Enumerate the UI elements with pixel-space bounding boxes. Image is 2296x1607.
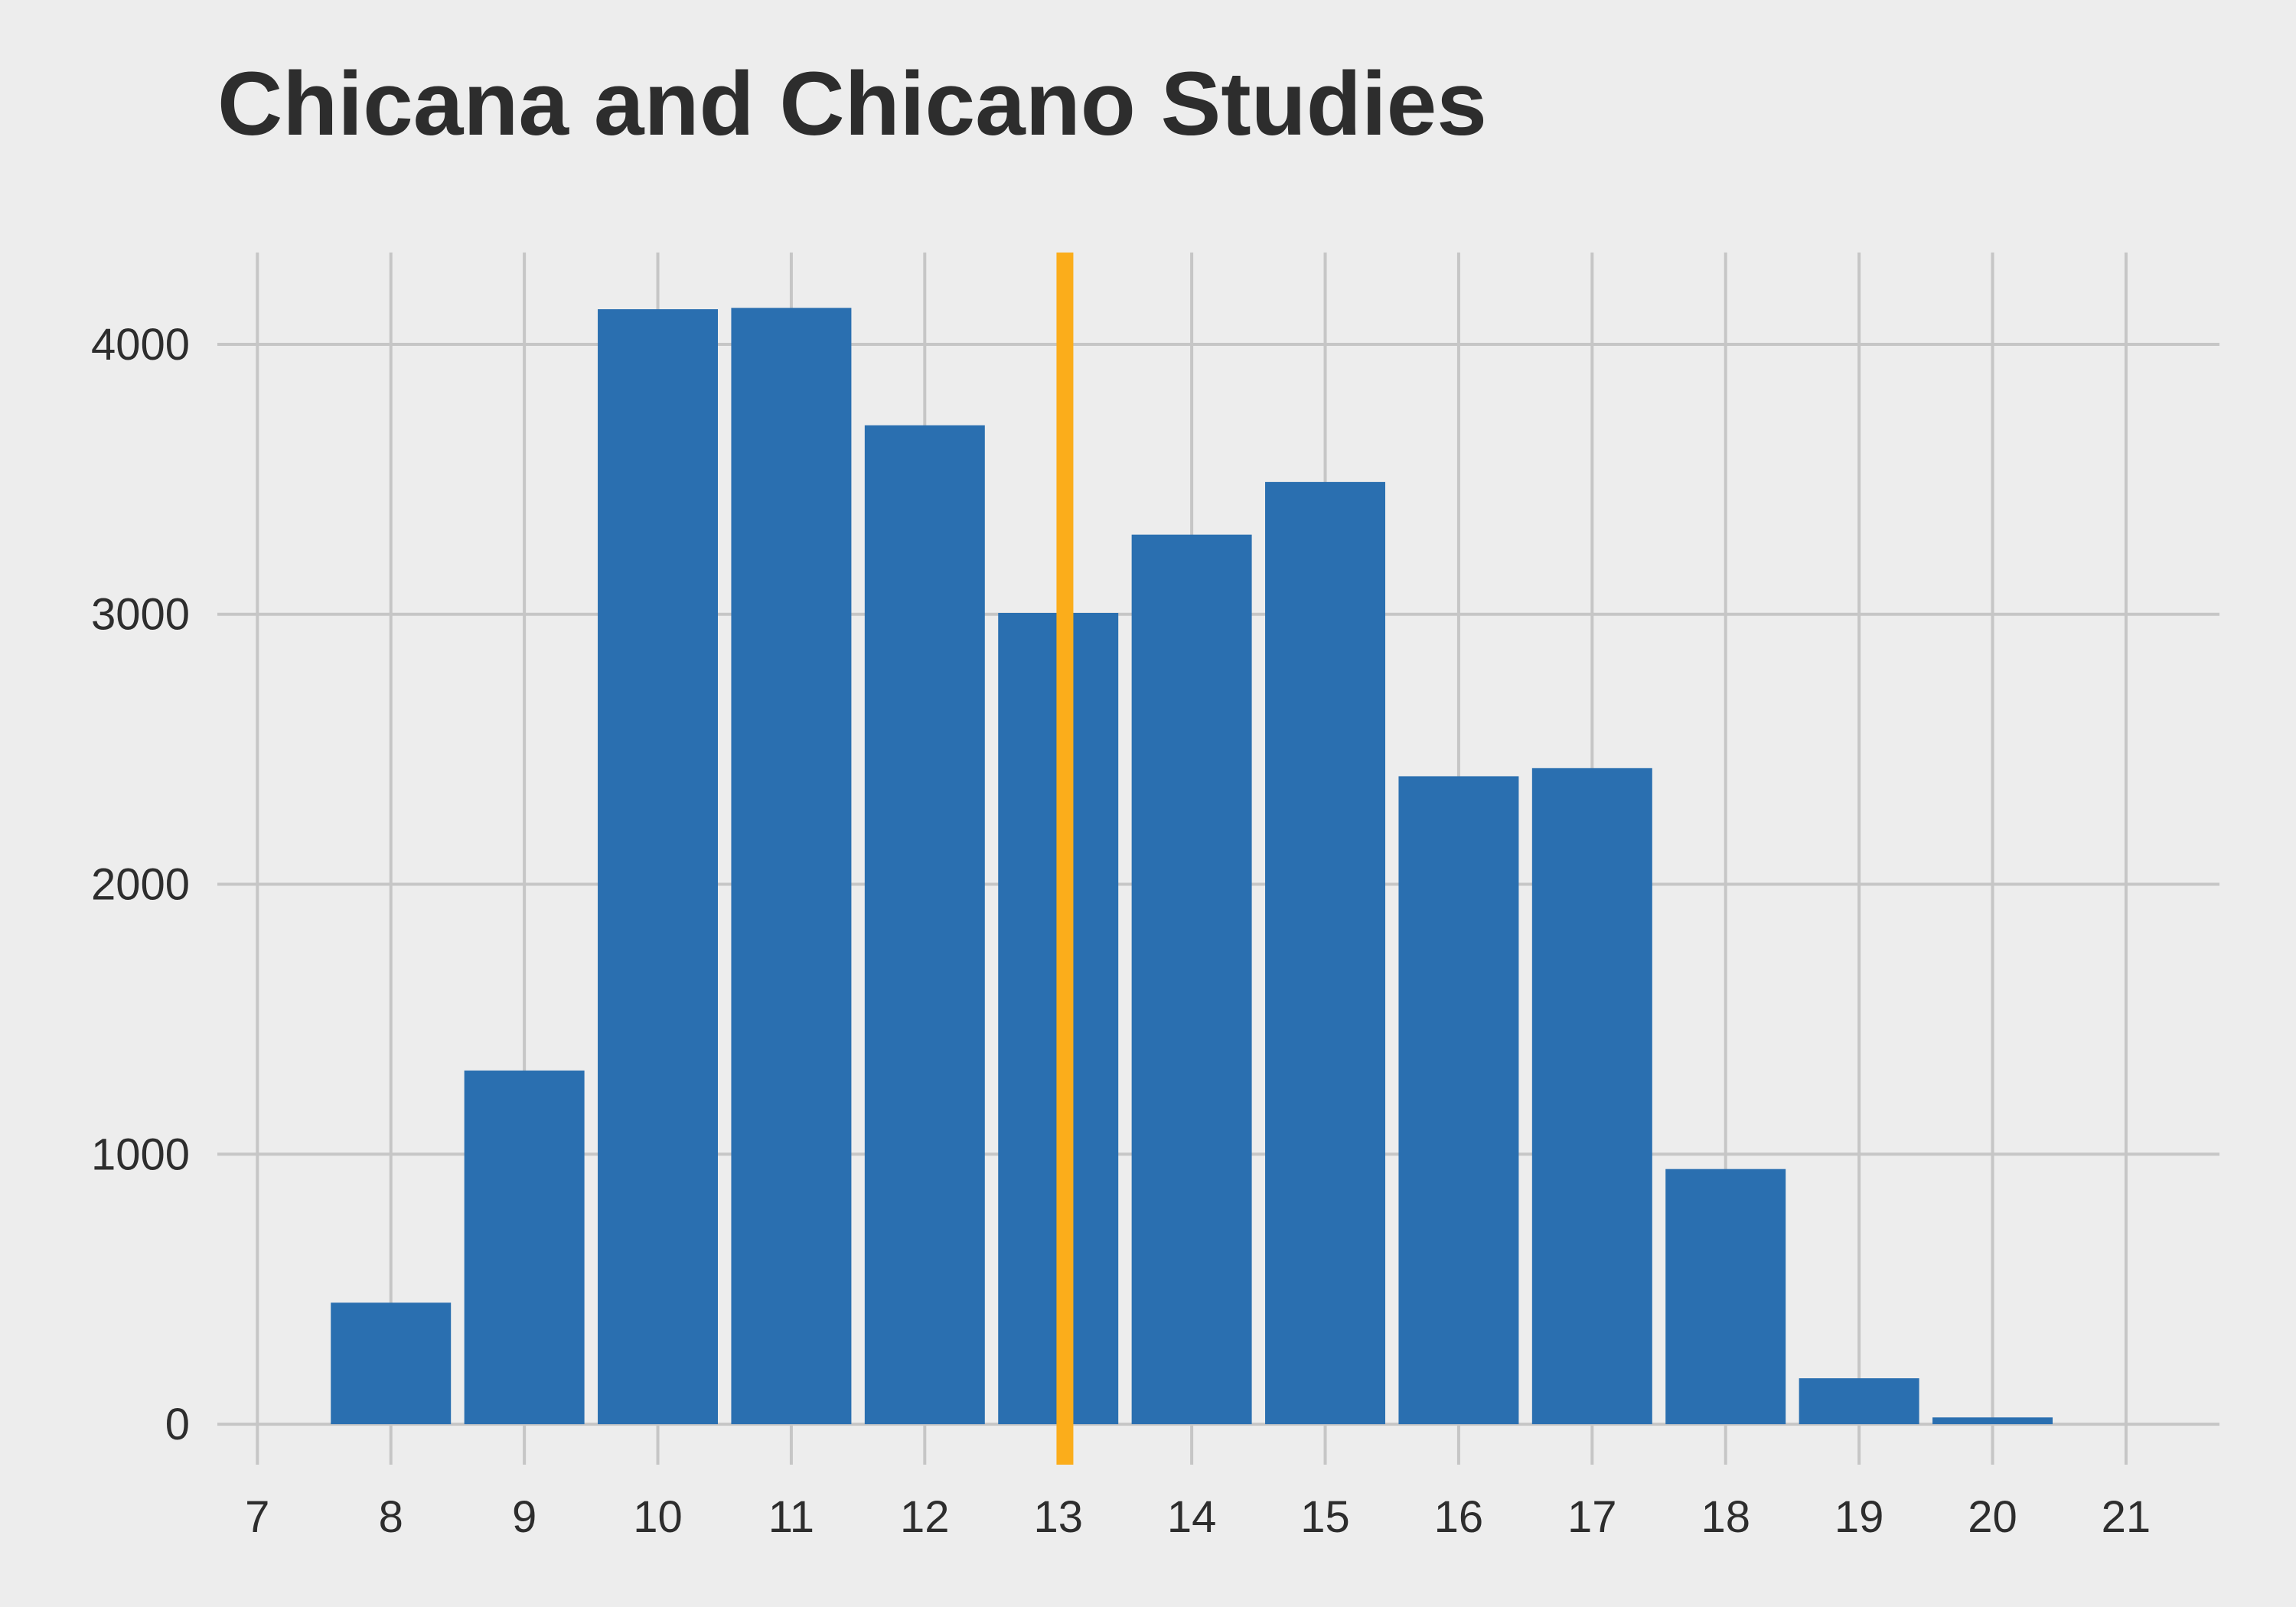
- x-tick-label-19: 19: [1835, 1492, 1884, 1542]
- x-tick-label-7: 7: [245, 1492, 269, 1542]
- x-tick-label-14: 14: [1167, 1492, 1217, 1542]
- bar-12: [864, 425, 985, 1425]
- bar-11: [731, 308, 852, 1425]
- y-tick-label-2000: 2000: [91, 860, 190, 910]
- y-tick-label-1000: 1000: [91, 1129, 190, 1179]
- x-tick-label-17: 17: [1567, 1492, 1617, 1542]
- x-tick-label-11: 11: [768, 1492, 814, 1542]
- x-tick-label-10: 10: [633, 1492, 683, 1542]
- chart-title: Chicana and Chicano Studies: [217, 54, 1487, 155]
- x-tick-label-8: 8: [379, 1492, 403, 1542]
- bars: [331, 308, 2053, 1425]
- bar-16: [1398, 776, 1519, 1425]
- x-tick-label-21: 21: [2102, 1492, 2151, 1542]
- x-tick-label-18: 18: [1701, 1492, 1750, 1542]
- y-tick-label-3000: 3000: [91, 590, 190, 640]
- bar-17: [1531, 768, 1652, 1425]
- bar-10: [598, 309, 718, 1425]
- y-tick-label-4000: 4000: [91, 320, 190, 370]
- bar-15: [1265, 481, 1385, 1425]
- bar-14: [1131, 534, 1252, 1425]
- y-tick-label-0: 0: [165, 1400, 190, 1449]
- bar-9: [464, 1070, 585, 1425]
- x-tick-label-20: 20: [1968, 1492, 2017, 1542]
- y-axis-ticks: 0 1000 2000 3000 4000: [91, 320, 190, 1449]
- x-tick-label-9: 9: [512, 1492, 536, 1542]
- x-axis-ticks: 7 8 9 10 11 12 13 14 15 16 17 18 19 20 21: [245, 1492, 2151, 1542]
- bar-8: [331, 1302, 452, 1425]
- x-tick-label-15: 15: [1300, 1492, 1350, 1542]
- bar-19: [1799, 1378, 1919, 1425]
- x-tick-label-16: 16: [1434, 1492, 1484, 1542]
- bar-18: [1665, 1169, 1786, 1425]
- x-tick-label-12: 12: [900, 1492, 950, 1542]
- x-tick-label-13: 13: [1033, 1492, 1083, 1542]
- bar-20: [1932, 1417, 2053, 1425]
